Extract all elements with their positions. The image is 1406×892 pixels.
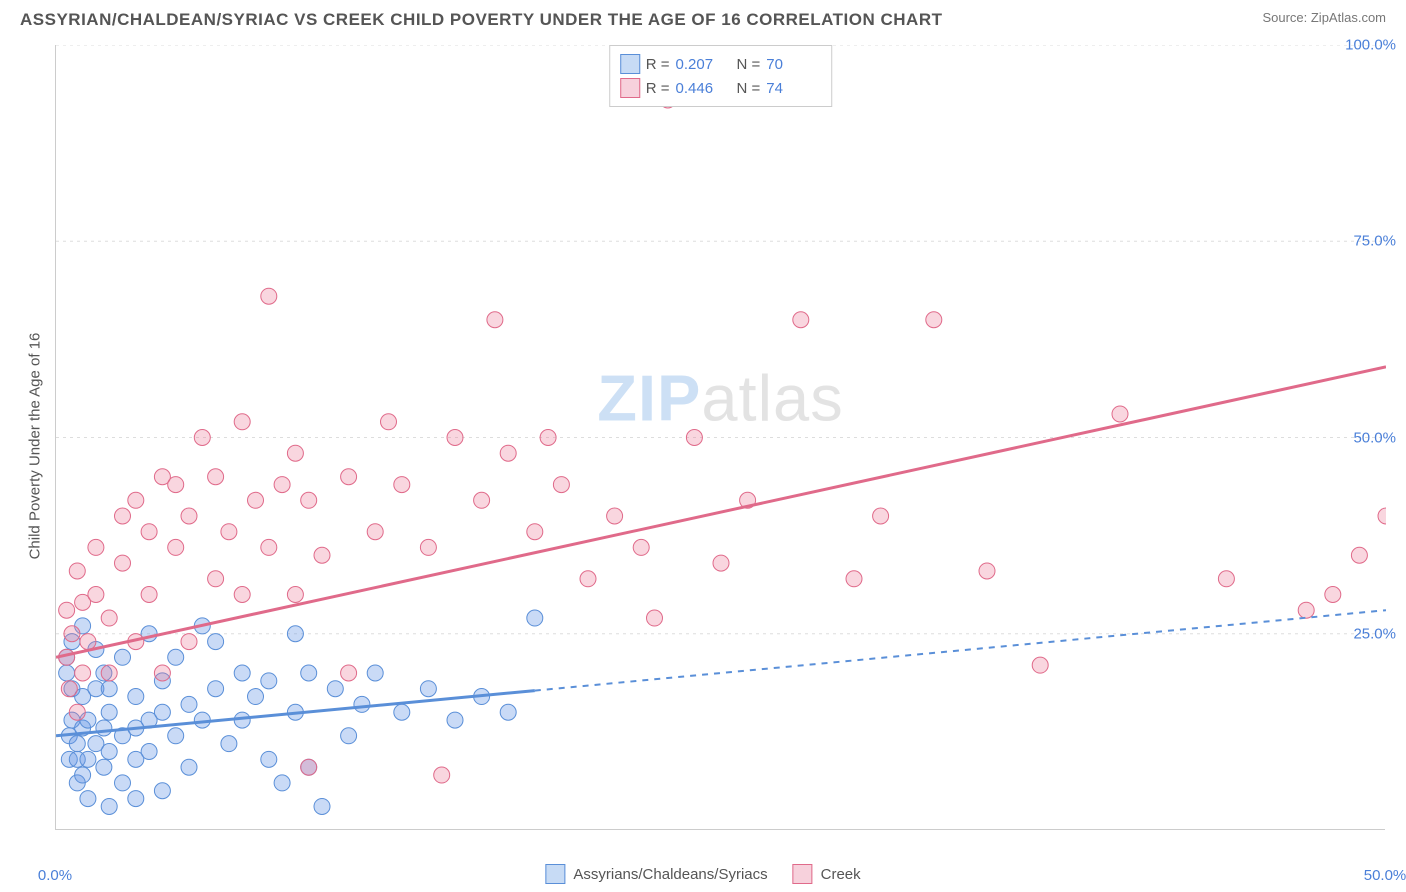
legend-item: Creek — [793, 864, 861, 884]
x-tick-label: 50.0% — [1364, 867, 1406, 884]
source-label: Source: ZipAtlas.com — [1262, 10, 1386, 25]
chart-title: ASSYRIAN/CHALDEAN/SYRIAC VS CREEK CHILD … — [20, 10, 942, 30]
chart-plot-area: ZIPatlas R = 0.207N = 70R = 0.446N = 74 — [55, 45, 1385, 830]
y-tick-label: 75.0% — [1353, 233, 1396, 250]
correlation-legend: R = 0.207N = 70R = 0.446N = 74 — [609, 45, 833, 107]
y-tick-label: 50.0% — [1353, 429, 1396, 446]
y-axis-label: Child Poverty Under the Age of 16 — [27, 333, 44, 560]
legend-row: R = 0.207N = 70 — [620, 52, 822, 76]
legend-item: Assyrians/Chaldeans/Syriacs — [545, 864, 767, 884]
series-legend: Assyrians/Chaldeans/Syriacs Creek — [545, 864, 860, 884]
y-tick-label: 25.0% — [1353, 625, 1396, 642]
y-tick-label: 100.0% — [1345, 37, 1396, 54]
legend-row: R = 0.446N = 74 — [620, 76, 822, 100]
x-tick-label: 0.0% — [38, 867, 72, 884]
